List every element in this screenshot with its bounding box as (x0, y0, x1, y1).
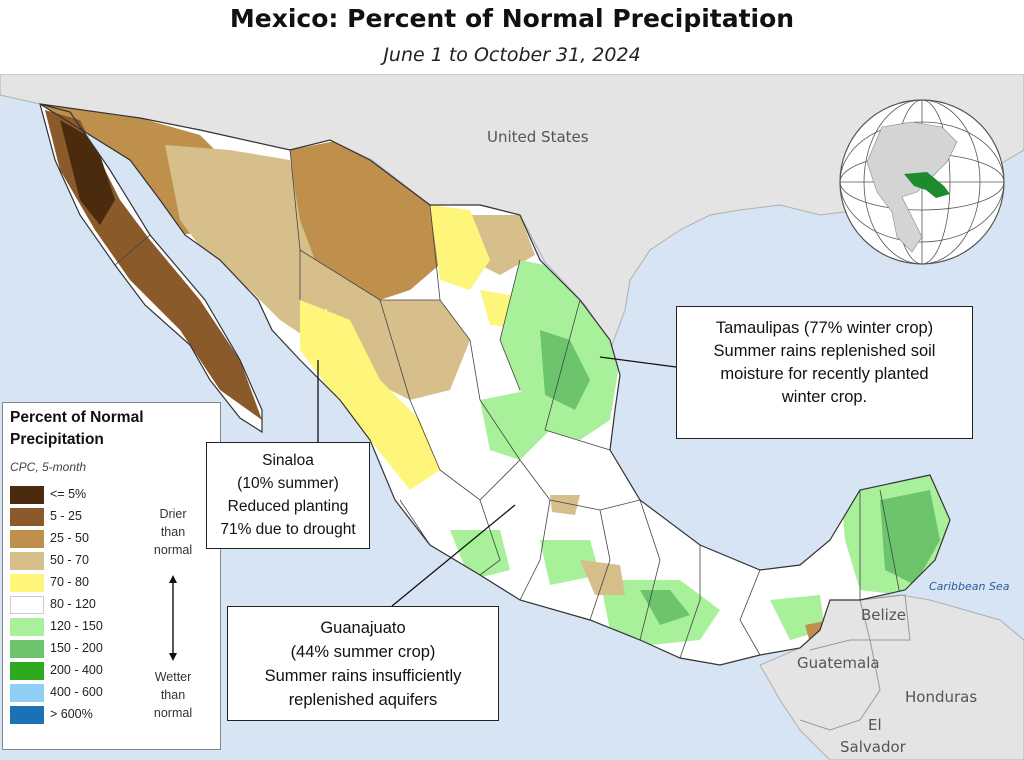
legend-item-label: 5 - 25 (50, 509, 82, 523)
callout-tamaulipas-line: moisture for recently planted (720, 365, 929, 383)
legend-item: 200 - 400 (10, 661, 140, 681)
mexico-outline (39, 103, 951, 666)
legend-item: 70 - 80 (10, 573, 140, 593)
label-el-salvador-line2: Salvador (840, 738, 906, 756)
map-title: Mexico: Percent of Normal Precipitation (229, 4, 795, 33)
legend: Percent of Normal Precipitation CPC, 5-m… (2, 402, 221, 750)
legend-item-label: 200 - 400 (50, 663, 103, 677)
label-caribbean-sea: Caribbean Sea (929, 580, 1010, 593)
locator-globe (839, 99, 1005, 265)
legend-swatch (10, 662, 44, 680)
belize-border (859, 594, 911, 641)
callout-tamaulipas-line: Tamaulipas (77% winter crop) (715, 319, 934, 337)
legend-item-label: 25 - 50 (50, 531, 89, 545)
legend-item: 25 - 50 (10, 529, 140, 549)
legend-swatch (10, 706, 44, 724)
legend-swatch (10, 530, 44, 548)
state-borders (114, 149, 901, 659)
callout-tamaulipas-line: Summer rains replenished soil (713, 342, 936, 360)
legend-item-label: > 600% (50, 707, 93, 721)
callout-guanajuato-line: replenished aquifers (288, 691, 438, 709)
legend-swatch (10, 574, 44, 592)
legend-direction-arrow (169, 575, 177, 661)
legend-swatch (10, 596, 44, 614)
label-belize: Belize (861, 606, 906, 624)
legend-item-label: 400 - 600 (50, 685, 103, 699)
legend-item: 150 - 200 (10, 639, 140, 659)
legend-swatch (10, 552, 44, 570)
legend-item-label: 70 - 80 (50, 575, 89, 589)
guatemala-border (799, 639, 881, 731)
callout-sinaloa-line: Sinaloa (262, 452, 314, 469)
label-guatemala: Guatemala (797, 654, 880, 672)
label-united-states: United States (487, 128, 589, 146)
legend-swatch (10, 618, 44, 636)
legend-item: > 600% (10, 705, 140, 725)
legend-subtitle: CPC, 5-month (10, 460, 87, 474)
legend-swatch (10, 684, 44, 702)
callout-guanajuato-line: Summer rains insufficiently (264, 667, 462, 685)
legend-item: 120 - 150 (10, 617, 140, 637)
legend-swatch (10, 640, 44, 658)
legend-item: 80 - 120 (10, 595, 140, 615)
legend-item: 400 - 600 (10, 683, 140, 703)
legend-wetter-label: Wetter than normal (153, 670, 193, 720)
callout-tamaulipas: Tamaulipas (77% winter crop) Summer rain… (676, 306, 973, 439)
legend-item: 50 - 70 (10, 551, 140, 571)
callout-guanajuato-line: Guanajuato (320, 619, 406, 637)
legend-item-label: 120 - 150 (50, 619, 103, 633)
legend-swatch (10, 508, 44, 526)
label-el-salvador-line1: El (868, 716, 882, 734)
legend-item-label: 80 - 120 (50, 597, 96, 611)
callout-sinaloa-line: Reduced planting (227, 498, 349, 515)
legend-title: Percent of Normal Precipitation (10, 409, 144, 448)
legend-item: <= 5% (10, 485, 140, 505)
callout-tamaulipas-line: winter crop. (781, 388, 868, 406)
map-subtitle: June 1 to October 31, 2024 (383, 44, 641, 66)
guanajuato-leader-line (391, 504, 516, 607)
callout-sinaloa-line: 71% due to drought (220, 521, 356, 538)
callout-sinaloa: Sinaloa (10% summer) Reduced planting 71… (206, 442, 370, 549)
legend-item-label: 150 - 200 (50, 641, 103, 655)
legend-swatch (10, 486, 44, 504)
callout-guanajuato-line: (44% summer crop) (290, 643, 436, 661)
legend-drier-label: Drier than normal (153, 507, 193, 557)
label-honduras: Honduras (905, 688, 978, 706)
callout-sinaloa-line: (10% summer) (237, 475, 339, 492)
legend-item: 5 - 25 (10, 507, 140, 527)
legend-item-label: <= 5% (50, 487, 87, 501)
callout-guanajuato: Guanajuato (44% summer crop) Summer rain… (227, 606, 499, 721)
legend-item-label: 50 - 70 (50, 553, 89, 567)
tamaulipas-leader-line (599, 356, 677, 368)
